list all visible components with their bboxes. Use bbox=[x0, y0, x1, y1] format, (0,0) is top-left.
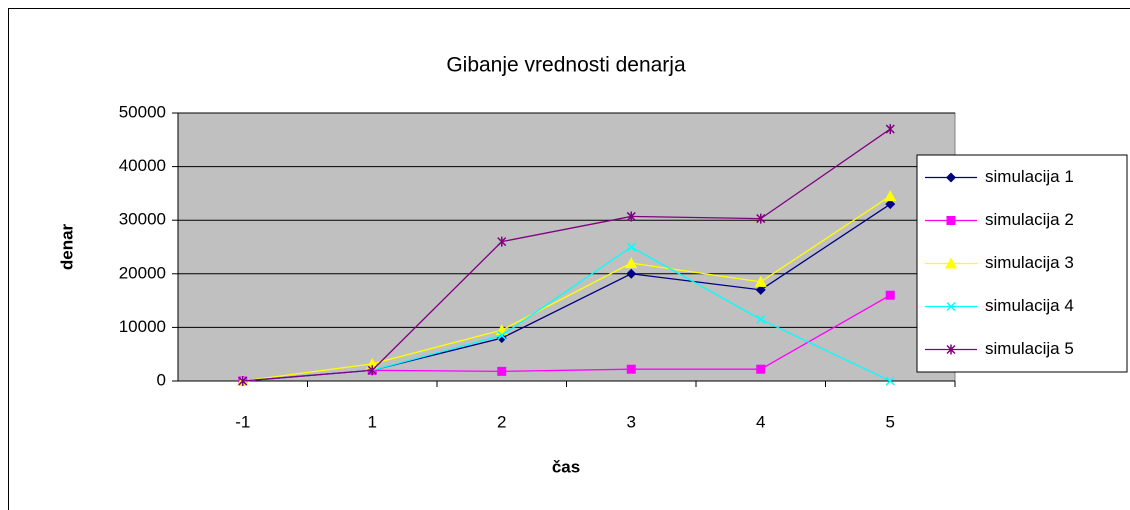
chart-title: Gibanje vrednosti denarja bbox=[446, 54, 686, 77]
legend-marker bbox=[946, 172, 956, 183]
data-point bbox=[884, 190, 897, 202]
series-line bbox=[242, 128, 891, 382]
data-point bbox=[885, 124, 895, 135]
legend-label: simulacija 1 bbox=[985, 167, 1074, 186]
y-axis-label: denar bbox=[57, 223, 76, 270]
legend-label: simulacija 3 bbox=[985, 253, 1074, 272]
x-tick-label: 2 bbox=[497, 412, 506, 431]
data-point bbox=[885, 290, 895, 300]
legend-label: simulacija 2 bbox=[985, 210, 1074, 229]
x-tick-label: -1 bbox=[235, 412, 250, 431]
legend: simulacija 1 simulacija 2 simulacija 3 simu… bbox=[916, 154, 1128, 373]
legend-marker bbox=[946, 301, 956, 312]
y-tick-label: 40000 bbox=[119, 156, 166, 175]
plot-area bbox=[177, 112, 956, 382]
data-point bbox=[626, 268, 637, 279]
data-point bbox=[497, 366, 507, 376]
series-line bbox=[242, 195, 891, 382]
legend-marker bbox=[946, 344, 956, 355]
y-tick-label: 0 bbox=[157, 370, 166, 389]
y-tick-label: 30000 bbox=[119, 210, 166, 229]
y-tick-label: 50000 bbox=[119, 102, 166, 121]
legend-label: simulacija 4 bbox=[985, 296, 1074, 315]
legend-marker bbox=[946, 216, 956, 225]
data-point bbox=[497, 330, 507, 340]
data-point bbox=[756, 314, 766, 324]
legend-label: simulacija 5 bbox=[985, 339, 1074, 358]
x-tick-label: 1 bbox=[368, 412, 377, 431]
data-point bbox=[497, 236, 507, 247]
data-point bbox=[238, 376, 248, 386]
legend-marker bbox=[945, 257, 957, 269]
data-point bbox=[626, 242, 636, 252]
data-point bbox=[756, 213, 766, 224]
x-tick-label: 3 bbox=[627, 412, 636, 431]
data-point bbox=[626, 211, 636, 222]
data-point bbox=[625, 257, 638, 269]
data-point bbox=[754, 275, 767, 287]
data-point bbox=[755, 284, 766, 295]
data-point bbox=[885, 376, 895, 386]
data-point bbox=[885, 199, 896, 210]
data-point bbox=[626, 364, 636, 374]
x-axis-label: čas bbox=[552, 457, 580, 476]
y-tick-label: 10000 bbox=[119, 317, 166, 336]
data-point bbox=[756, 364, 766, 374]
x-tick-label: 5 bbox=[886, 412, 895, 431]
x-tick-label: 4 bbox=[756, 412, 765, 431]
data-point bbox=[366, 357, 379, 369]
data-point bbox=[367, 365, 377, 376]
y-tick-label: 20000 bbox=[119, 263, 166, 282]
